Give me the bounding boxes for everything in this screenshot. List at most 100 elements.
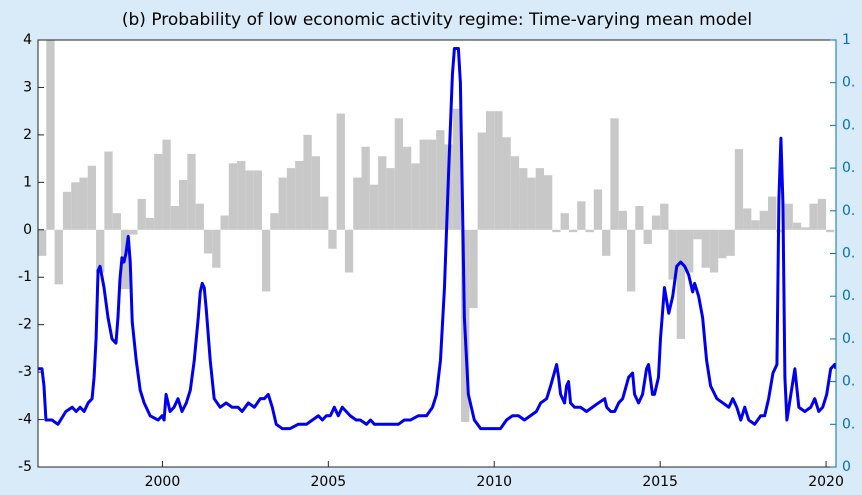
- bar: [195, 203, 204, 230]
- bar: [129, 229, 138, 235]
- bar: [734, 149, 744, 230]
- bar: [54, 229, 63, 285]
- y-tick-label: 2: [23, 127, 32, 143]
- bar: [502, 137, 511, 230]
- plot-layer: [38, 40, 836, 431]
- bar: [369, 184, 379, 230]
- bar: [651, 215, 661, 230]
- bar: [96, 229, 105, 273]
- y2-tick-label: 0.: [842, 75, 855, 91]
- bar: [179, 179, 188, 230]
- bar: [270, 213, 279, 230]
- bar: [610, 118, 619, 230]
- bar: [419, 139, 428, 230]
- y2-tick-label: 0.: [842, 246, 855, 262]
- bar: [676, 229, 686, 339]
- y2-tick-label: 0.: [842, 160, 855, 176]
- x-tick-label: 2010: [476, 474, 512, 490]
- bar: [411, 163, 420, 230]
- y-tick-label: -4: [18, 412, 32, 428]
- y2-tick-label: 0.: [842, 374, 855, 390]
- bar: [228, 163, 238, 230]
- bar: [237, 160, 246, 230]
- y-tick-label: -1: [18, 269, 32, 285]
- y2-tick-label: 1: [842, 32, 851, 48]
- bar: [253, 170, 262, 230]
- bar: [336, 113, 345, 230]
- bar: [203, 229, 213, 254]
- bar: [46, 40, 55, 230]
- bar: [145, 217, 155, 230]
- bar: [402, 146, 412, 230]
- bar: [626, 229, 636, 292]
- bar: [87, 165, 97, 230]
- bar: [560, 213, 569, 230]
- bar: [643, 229, 652, 245]
- y-tick-label: -3: [18, 364, 32, 380]
- y-tick-label: 4: [23, 32, 32, 48]
- bar: [344, 229, 354, 273]
- chart-title: (b) Probability of low economic activity…: [122, 10, 752, 30]
- bar: [378, 156, 387, 230]
- bar: [220, 215, 229, 230]
- bar: [535, 168, 545, 230]
- y-tick-label: 0: [23, 222, 32, 238]
- bar: [668, 229, 677, 280]
- bar: [784, 203, 793, 230]
- bar: [386, 168, 395, 230]
- bar: [245, 170, 254, 230]
- bar: [817, 198, 827, 230]
- probability-line: [38, 47, 836, 431]
- bar: [776, 229, 785, 233]
- bar: [519, 168, 528, 230]
- bar: [635, 206, 644, 230]
- bar: [544, 175, 553, 230]
- bar: [585, 229, 594, 233]
- bar: [79, 177, 88, 230]
- x-tick-label: 2015: [642, 474, 678, 490]
- bar: [527, 177, 536, 230]
- bar: [162, 139, 171, 230]
- bar: [510, 156, 520, 230]
- bar: [809, 203, 818, 230]
- bar: [212, 229, 221, 268]
- y2-tick-label: 0.: [842, 331, 855, 347]
- bar: [353, 177, 362, 230]
- bar: [104, 151, 113, 230]
- bar: [436, 130, 445, 230]
- bar: [743, 208, 752, 230]
- bar: [709, 229, 719, 273]
- x-tick-label: 2020: [808, 474, 844, 490]
- bar: [685, 229, 694, 273]
- bar: [278, 177, 287, 230]
- bar: [394, 118, 403, 230]
- y-tick-label: 3: [23, 79, 32, 95]
- bar: [494, 111, 503, 230]
- y-tick-label: -5: [18, 459, 32, 475]
- bar: [71, 182, 80, 230]
- bar: [286, 168, 296, 230]
- bar: [792, 222, 802, 230]
- bar: [602, 229, 611, 256]
- bar: [477, 132, 486, 230]
- x-tick-label: 2000: [145, 474, 181, 490]
- bar: [618, 210, 627, 230]
- bar: [427, 139, 437, 230]
- bar: [62, 191, 72, 230]
- bar: [759, 210, 768, 230]
- y-tick-label: -2: [18, 317, 32, 333]
- bar: [187, 153, 196, 230]
- bar: [38, 229, 47, 256]
- bar: [593, 189, 603, 230]
- bar: [137, 198, 146, 230]
- bar: [311, 156, 321, 230]
- bar: [452, 108, 462, 230]
- bar: [170, 206, 180, 230]
- bar: [660, 203, 669, 230]
- bar: [485, 111, 495, 230]
- bar: [568, 229, 578, 233]
- bar: [577, 201, 586, 230]
- bar: [295, 160, 304, 230]
